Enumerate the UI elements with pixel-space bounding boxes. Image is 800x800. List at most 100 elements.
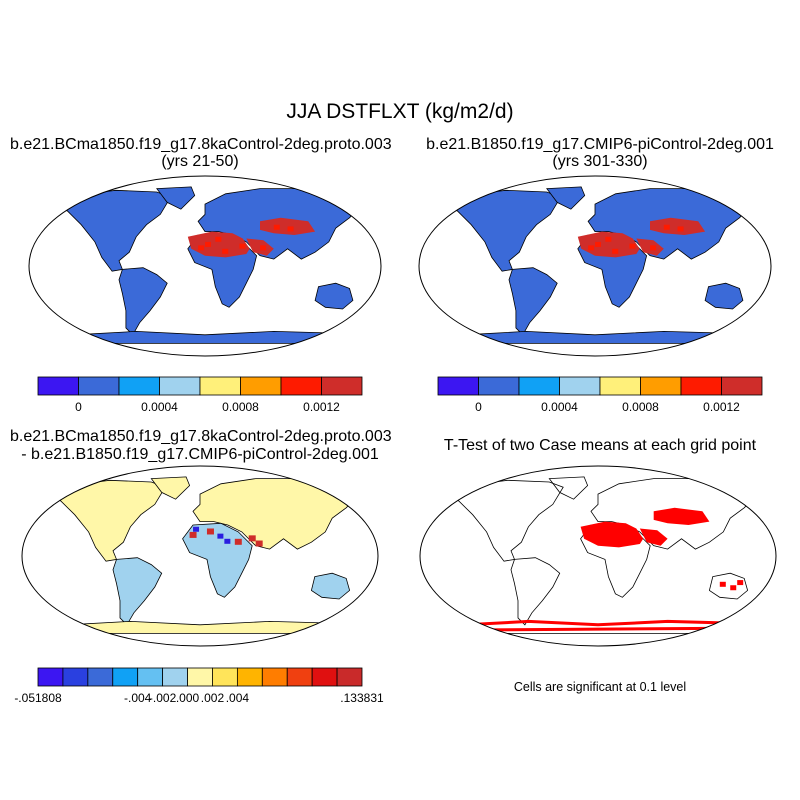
colorbar-case-tick-label: 0.0004 [541,400,578,414]
colorbar-diff-swatch [336,667,363,687]
significant-antarctic-coast [464,619,732,632]
dust-cell [663,224,670,230]
significant-region-arabia [639,528,668,546]
dust-cell [287,226,294,232]
map-frame [418,175,772,357]
colorbar-diff-swatch [137,667,164,687]
landmass-australia [704,282,744,310]
colorbar-case-swatch [37,376,79,396]
panel-case1-title-line1: b.e21.BCma1850.f19_g17.8kaControl-2deg.p… [10,136,392,153]
colorbar-diff-swatch [311,667,338,687]
main-title: JJA DSTFLXT (kg/m2/d) [286,100,514,123]
colorbar-case-swatch [78,376,120,396]
colorbar-diff-swatch [37,667,64,687]
colorbar-case-tick-label: 0.0012 [703,400,740,414]
colorbar-case2: 0 0.0004 0.0008 0.0012 [437,376,763,414]
colorbar-diff-tick-label: .000 [176,691,200,705]
dust-cell [239,243,246,249]
colorbar-case-swatch [280,376,322,396]
colorbar-case-swatch [240,376,282,396]
colorbar-case-swatch [680,376,722,396]
colorbar-diff-tick-label: .002 [201,691,225,705]
landmass-south-america [112,557,163,626]
dust-cell [612,248,619,254]
dust-cell [595,241,601,247]
colorbar-diff-swatch [236,667,263,687]
landmass-greenland [548,476,589,500]
dust-cell [260,245,267,251]
colorbar-diff-swatch [187,667,213,687]
dust-region-sahara [577,231,640,258]
colorbar-diff-swatch [286,667,313,687]
panel-case2-title-line1: b.e21.B1850.f19_g17.CMIP6-piControl-2deg… [426,136,774,153]
colorbar-diff-tick-label: -.002 [149,691,177,705]
dust-cell [222,248,229,254]
landmass-south-america [510,557,561,626]
diff-positive-cell [255,540,263,547]
colorbar-case-tick-label: 0.0012 [303,400,340,414]
ocean-background [420,466,776,646]
landmass-greenland [546,186,586,210]
map-frame [419,465,777,647]
dust-cell [650,245,657,251]
landmass-greenland [150,476,191,500]
landmass-greenland [156,186,196,210]
diff-positive-cell [206,528,214,535]
significant-region-sahara [580,521,644,548]
map-panel-case2 [418,175,772,357]
colorbar-case-tick-label: 0.0008 [222,400,259,414]
diff-negative-cell [217,533,224,539]
landmass-australia [314,282,354,310]
dust-region-central-asia [260,217,316,235]
significance-note: Cells are significant at 0.1 level [513,680,687,694]
colorbar-case-swatch [118,376,160,396]
map-panel-diff [21,465,379,647]
significant-cell [719,581,726,587]
colorbar-diff-tick-label: .004 [226,691,250,705]
panel-case2-title-line2: (yrs 301-330) [552,153,648,170]
colorbar-diff-swatch [112,667,139,687]
colorbar-case-swatch [721,376,763,396]
diff-negative-cell [193,526,200,532]
colorbar-case-swatch [199,376,241,396]
panel-ttest-title: T-Test of two Case means at each grid po… [443,437,757,454]
colorbar-case-tick-label: 0 [75,400,82,414]
significant-cell [737,580,744,586]
significant-cell [730,585,737,591]
map-panel-ttest [419,465,777,647]
colorbar-diff-tick-label: -.004 [124,691,152,705]
colorbar-diff-swatch [62,667,89,687]
map-panel-case1 [28,175,382,357]
dust-region-central-asia [650,217,706,235]
landmass-south-america [118,267,168,336]
dust-cell [215,236,222,242]
colorbar-case-swatch [159,376,201,396]
panel-case1-title-line2: (yrs 21-50) [161,153,239,170]
dust-cell [588,245,595,251]
dust-cell [677,226,684,232]
colorbar-case-tick-label: 0.0004 [141,400,178,414]
colorbar-diff-tick-label: -.051808 [14,691,62,705]
colorbar-case-swatch [559,376,601,396]
panel-diff-title-line2: - b.e21.B1850.f19_g17.CMIP6-piControl-2d… [21,446,379,463]
colorbar-case-swatch [599,376,641,396]
colorbar-diff-swatch [261,667,288,687]
colorbar-case1: 0 0.0004 0.0008 0.0012 [37,376,363,414]
diff-positive-cell [234,538,242,545]
colorbar-case-swatch [640,376,682,396]
map-frame [28,175,382,357]
colorbar-case-swatch [478,376,520,396]
landmass-south-america [508,267,558,336]
colorbar-case-swatch [518,376,560,396]
significant-region-central-asia [653,507,710,525]
colorbar-case-tick-label: 0 [475,400,482,414]
dust-cell [198,245,205,251]
diff-negative-cell [224,538,231,544]
landmass-australia [708,572,749,600]
landmass-australia [310,572,351,600]
diff-positive-cell [189,531,197,538]
colorbar-diff-swatch [162,667,188,687]
colorbar-diff-swatch [212,667,238,687]
dust-cell [629,243,636,249]
